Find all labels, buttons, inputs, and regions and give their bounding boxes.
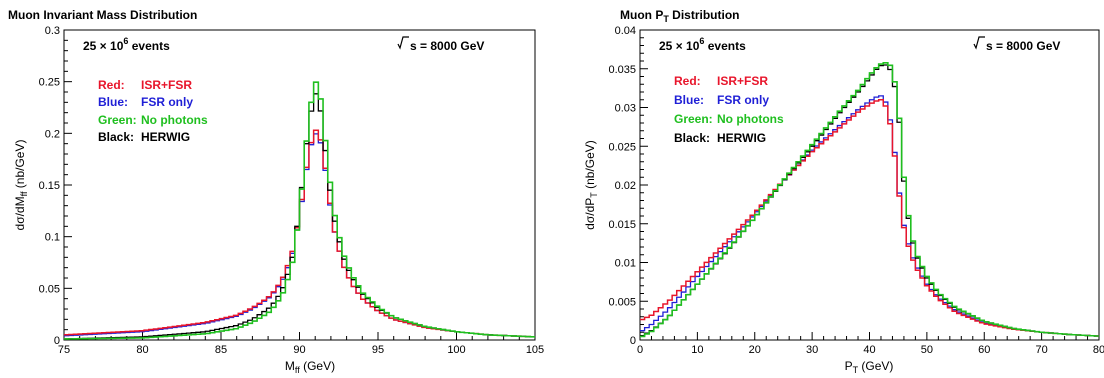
mass-x-tick-label: 75 bbox=[58, 344, 70, 356]
pt-y-ticks: 0 0.005 0.01 0.015 0.02 0.025 0.03 0.035 0.04 bbox=[608, 25, 648, 347]
pt-x-tick-label: 50 bbox=[921, 344, 933, 356]
mass-y-ticks: 0 0.05 0.1 0.15 0.2 0.25 0.3 bbox=[39, 25, 72, 347]
pt-y-tick-label: 0.01 bbox=[615, 258, 636, 270]
pt-x-tick-label: 60 bbox=[978, 344, 990, 356]
pt-x-tick-label: 0 bbox=[637, 344, 643, 356]
mass-plot-frame bbox=[63, 29, 536, 341]
mass-x-ticks: 75 80 85 90 95 100 105 bbox=[58, 332, 544, 356]
mass-x-tick-label: 100 bbox=[447, 344, 465, 356]
pt-x-tick-label: 40 bbox=[863, 344, 875, 356]
mass-y-axis-label: dσ/dMff (nb/GeV) bbox=[13, 140, 29, 231]
mass-series-group bbox=[64, 81, 535, 340]
pt-legend-entry-black: Black: HERWIG bbox=[674, 131, 766, 145]
mass-y-tick-label: 0.05 bbox=[39, 283, 60, 295]
pt-energy-annotation: s = 8000 GeV bbox=[973, 36, 1060, 53]
mass-y-tick-label: 0.3 bbox=[45, 25, 60, 37]
pt-series-no_photons bbox=[640, 62, 1099, 338]
pt-y-tick-label: 0.025 bbox=[608, 141, 636, 153]
mass-events-annotation: 25 × 106 events bbox=[83, 36, 170, 53]
pt-y-axis-label: dσ/dPT (nb/GeV) bbox=[583, 140, 599, 230]
mass-legend-entry-green: Green: No photons bbox=[98, 113, 208, 127]
pt-chart-title: Muon PT Distribution bbox=[620, 8, 740, 24]
pt-y-tick-label: 0.04 bbox=[615, 25, 636, 37]
mass-chart-title: Muon Invariant Mass Distribution bbox=[8, 8, 197, 22]
pt-x-tick-label: 30 bbox=[806, 344, 818, 356]
mass-legend-entry-black: Black: HERWIG bbox=[98, 130, 190, 144]
sqrt-symbol bbox=[397, 36, 409, 50]
mass-y-tick-label: 0.25 bbox=[39, 77, 60, 89]
mass-x-tick-label: 85 bbox=[215, 344, 227, 356]
pt-legend-entry-red: Red: ISR+FSR bbox=[674, 74, 768, 88]
pt-y-tick-label: 0.035 bbox=[608, 64, 636, 76]
pt-y-tick-label: 0.005 bbox=[608, 296, 636, 308]
pt-x-ticks: 0 10 20 30 40 50 60 70 80 bbox=[637, 332, 1104, 356]
pt-x-tick-label: 80 bbox=[1093, 344, 1104, 356]
mass-y-tick-label: 0.15 bbox=[39, 180, 60, 192]
pt-series-group bbox=[640, 62, 1099, 338]
pt-y-tick-label: 0 bbox=[630, 335, 636, 347]
mass-legend-entry-blue: Blue: FSR only bbox=[98, 95, 193, 109]
pt-x-tick-label: 20 bbox=[749, 344, 761, 356]
pt-legend-entry-blue: Blue: FSR only bbox=[674, 93, 769, 107]
pt-legend-entry-green: Green: No photons bbox=[674, 112, 784, 126]
mass-series-fsr_only bbox=[64, 133, 535, 338]
mass-y-tick-label: 0.1 bbox=[45, 232, 60, 244]
pt-y-tick-label: 0.02 bbox=[615, 180, 636, 192]
pt-y-tick-label: 0.015 bbox=[608, 219, 636, 231]
pt-x-axis-label: PT (GeV) bbox=[845, 359, 894, 375]
mass-x-tick-label: 90 bbox=[293, 344, 305, 356]
mass-x-tick-label: 105 bbox=[526, 344, 544, 356]
mass-x-axis-label: Mff (GeV) bbox=[285, 359, 335, 375]
pt-legend: Red: ISR+FSR Blue: FSR only Green: No photo… bbox=[674, 74, 784, 145]
mass-energy-annotation: s = 8000 GeV bbox=[397, 36, 484, 53]
mass-y-tick-label: 0 bbox=[54, 335, 60, 347]
mass-y-tick-label: 0.2 bbox=[45, 128, 60, 140]
mass-series-no_photons bbox=[64, 81, 535, 340]
mass-x-tick-label: 95 bbox=[372, 344, 384, 356]
pt-energy-text: s = 8000 GeV bbox=[986, 39, 1060, 53]
pt-y-tick-label: 0.03 bbox=[615, 103, 636, 115]
pt-distribution-panel: Muon PT Distribution 0 10 20 30 40 50 60 70 80 0… bbox=[583, 8, 1104, 375]
pt-x-tick-label: 70 bbox=[1036, 344, 1048, 356]
sqrt-symbol bbox=[973, 36, 985, 50]
mass-legend: Red: ISR+FSR Blue: FSR only Green: No photo… bbox=[98, 78, 208, 144]
mass-legend-entry-red: Red: ISR+FSR bbox=[98, 78, 192, 92]
pt-x-tick-label: 10 bbox=[691, 344, 703, 356]
mass-series-isr_fsr bbox=[64, 129, 535, 338]
mass-x-tick-label: 80 bbox=[136, 344, 148, 356]
mass-energy-text: s = 8000 GeV bbox=[410, 39, 484, 53]
pt-events-annotation: 25 × 106 events bbox=[659, 36, 746, 53]
mass-distribution-panel: Muon Invariant Mass Distribution 75 80 85 9… bbox=[8, 8, 544, 375]
